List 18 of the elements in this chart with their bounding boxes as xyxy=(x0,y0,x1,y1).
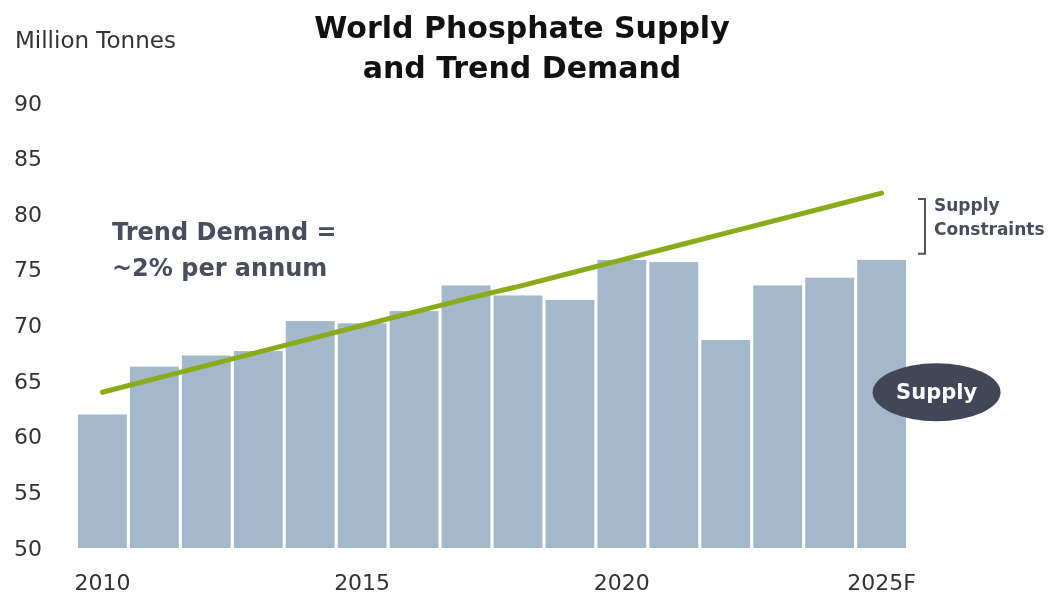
text: Supply Constraints xyxy=(934,195,1045,240)
chart-title: World Phosphate Supply and Trend Demand xyxy=(314,10,731,85)
y-tick-label: 90 xyxy=(14,90,42,116)
y-tick-label: 55 xyxy=(14,479,42,505)
y-tick-label: 70 xyxy=(14,313,42,338)
y-tick-label: 65 xyxy=(14,368,42,394)
series-label: Supply xyxy=(896,380,978,405)
x-tick-label: 2010 xyxy=(74,570,131,595)
x-tick-label: 2020 xyxy=(593,570,650,595)
y-tick-label: 85 xyxy=(14,146,42,172)
y-tick-label: 50 xyxy=(14,535,42,561)
y-tick-label: 60 xyxy=(14,424,42,450)
y-tick-label: 75 xyxy=(14,257,42,283)
x-tick-label: 2015 xyxy=(334,570,391,595)
annotation: Trend Demand = ~2% per annum xyxy=(112,218,337,282)
y-tick-label: 80 xyxy=(14,201,42,227)
y-axis-title: Million Tonnes xyxy=(15,27,176,53)
x-tick-label: 2025F xyxy=(847,570,916,595)
